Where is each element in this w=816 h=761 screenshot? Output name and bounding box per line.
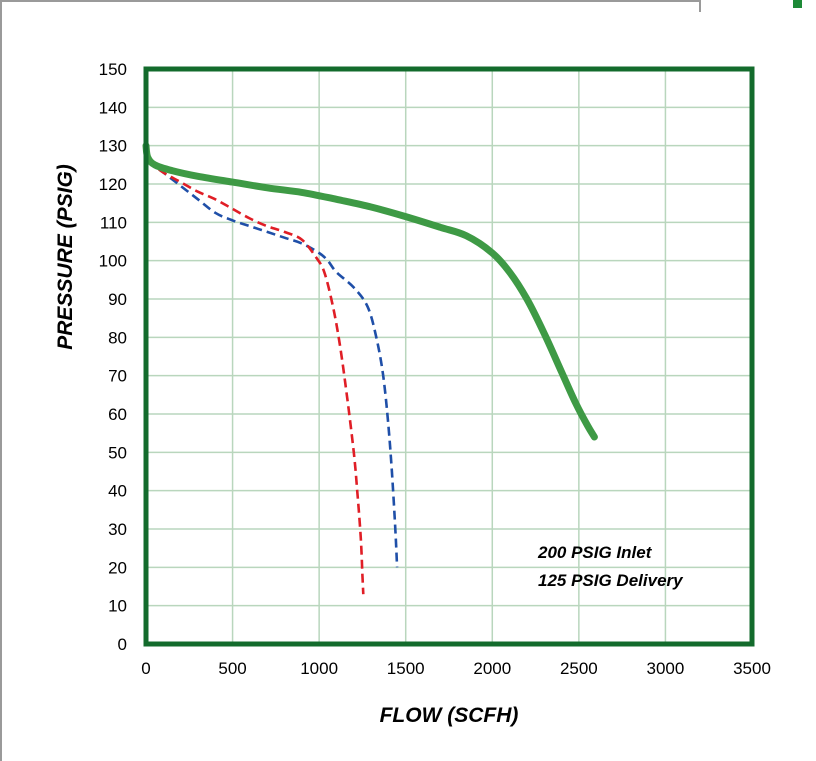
y-tick-label: 80: [108, 328, 127, 347]
series-line-solid: [142, 142, 598, 441]
chart-grid: [145, 68, 753, 645]
chart-series: [142, 142, 598, 595]
y-tick-label: 90: [108, 290, 127, 309]
y-tick-label: 130: [99, 137, 127, 156]
y-tick-label: 110: [100, 213, 127, 232]
y-tick-label: 60: [108, 405, 127, 424]
y-tick-label: 40: [108, 482, 127, 501]
y-tick-label: 10: [108, 597, 127, 616]
frame-left-border: [0, 0, 2, 761]
y-axis-label: PRESSURE (PSIG): [54, 164, 77, 350]
y-tick-label: 0: [118, 635, 127, 654]
y-axis-tick-labels: 0 10 20 30 40 50 60 70 80 90 100 110 120 130 140 150: [99, 60, 127, 654]
x-tick-label: 2000: [473, 659, 511, 678]
x-tick-label: 3500: [733, 659, 771, 678]
x-axis-tick-labels: 0 500 1000 1500 2000 2500 3000 3500: [141, 659, 771, 678]
plot-area-border: [143, 66, 755, 647]
x-tick-label: 0: [141, 659, 150, 678]
annotation-delivery: 125 PSIG Delivery: [538, 571, 684, 590]
annotation-inlet: 200 PSIG Inlet: [537, 543, 653, 562]
x-tick-label: 1500: [387, 659, 425, 678]
frame-divider-tick: [699, 0, 701, 12]
y-tick-label: 120: [99, 175, 127, 194]
y-tick-label: 140: [99, 98, 127, 117]
y-tick-label: 70: [108, 367, 127, 386]
corner-accent-mark: [793, 0, 802, 8]
frame-top-border: [0, 0, 700, 2]
x-tick-label: 3000: [647, 659, 685, 678]
x-tick-label: 2500: [560, 659, 598, 678]
y-tick-label: 20: [108, 558, 127, 577]
x-tick-label: 500: [218, 659, 246, 678]
y-tick-label: 100: [99, 252, 127, 271]
series-line-dashed: [146, 159, 399, 568]
y-tick-label: 50: [108, 443, 127, 462]
x-tick-label: 1000: [300, 659, 338, 678]
x-axis-label: FLOW (SCFH): [380, 704, 519, 727]
y-tick-label: 150: [99, 60, 127, 79]
series-line-dashed: [146, 159, 365, 595]
y-tick-label: 30: [108, 520, 127, 539]
